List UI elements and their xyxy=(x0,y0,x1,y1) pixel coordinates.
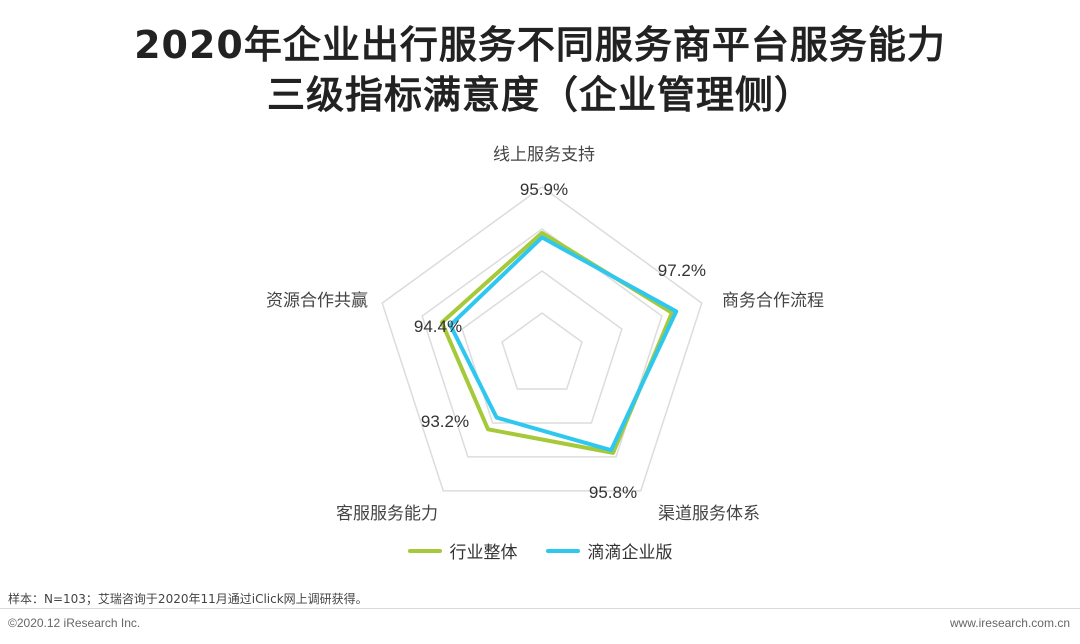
grid-ring xyxy=(501,312,583,390)
axis-label: 渠道服务体系 xyxy=(658,504,760,524)
chart-title-line1: 2020年企业出行服务不同服务商平台服务能力 xyxy=(134,23,946,67)
footer-copyright: ©2020.12 iResearch Inc. xyxy=(8,616,141,630)
axis-label: 资源合作共赢 xyxy=(266,291,368,311)
sample-note: 样本：N=103；艾瑞咨询于2020年11月通过iClick网上调研获得。 xyxy=(8,592,368,606)
value-label: 93.2% xyxy=(421,412,469,431)
radar-series xyxy=(439,230,679,455)
grid-ring xyxy=(421,228,663,458)
radar-value-labels: 95.9% 97.2% 95.8% 93.2% 94.4% xyxy=(414,180,706,502)
grid-ring xyxy=(461,270,623,424)
axis-label: 线上服务支持 xyxy=(493,145,595,165)
footer-website: www.iresearch.com.cn xyxy=(949,616,1070,630)
legend: 行业整体 滴滴企业版 xyxy=(0,538,1080,563)
series-line-industry xyxy=(439,230,674,455)
value-label: 95.9% xyxy=(520,180,568,199)
legend-item-didi: 滴滴企业版 xyxy=(545,538,673,563)
value-label: 94.4% xyxy=(414,317,462,336)
value-label: 95.8% xyxy=(589,483,637,502)
legend-swatch-industry xyxy=(407,548,442,553)
legend-item-industry: 行业整体 xyxy=(407,538,518,563)
value-label: 97.2% xyxy=(658,261,706,280)
legend-label-didi: 滴滴企业版 xyxy=(587,543,673,563)
legend-label-industry: 行业整体 xyxy=(449,543,518,563)
legend-swatch-didi xyxy=(545,548,580,553)
axis-label: 商务合作流程 xyxy=(722,291,824,311)
axis-label: 客服服务能力 xyxy=(336,504,438,524)
chart-title-line2: 三级指标满意度（企业管理侧） xyxy=(266,73,813,117)
footer-divider xyxy=(0,608,1080,609)
radar-grid xyxy=(381,186,703,492)
grid-ring xyxy=(381,186,703,492)
series-line-didi xyxy=(448,235,679,453)
